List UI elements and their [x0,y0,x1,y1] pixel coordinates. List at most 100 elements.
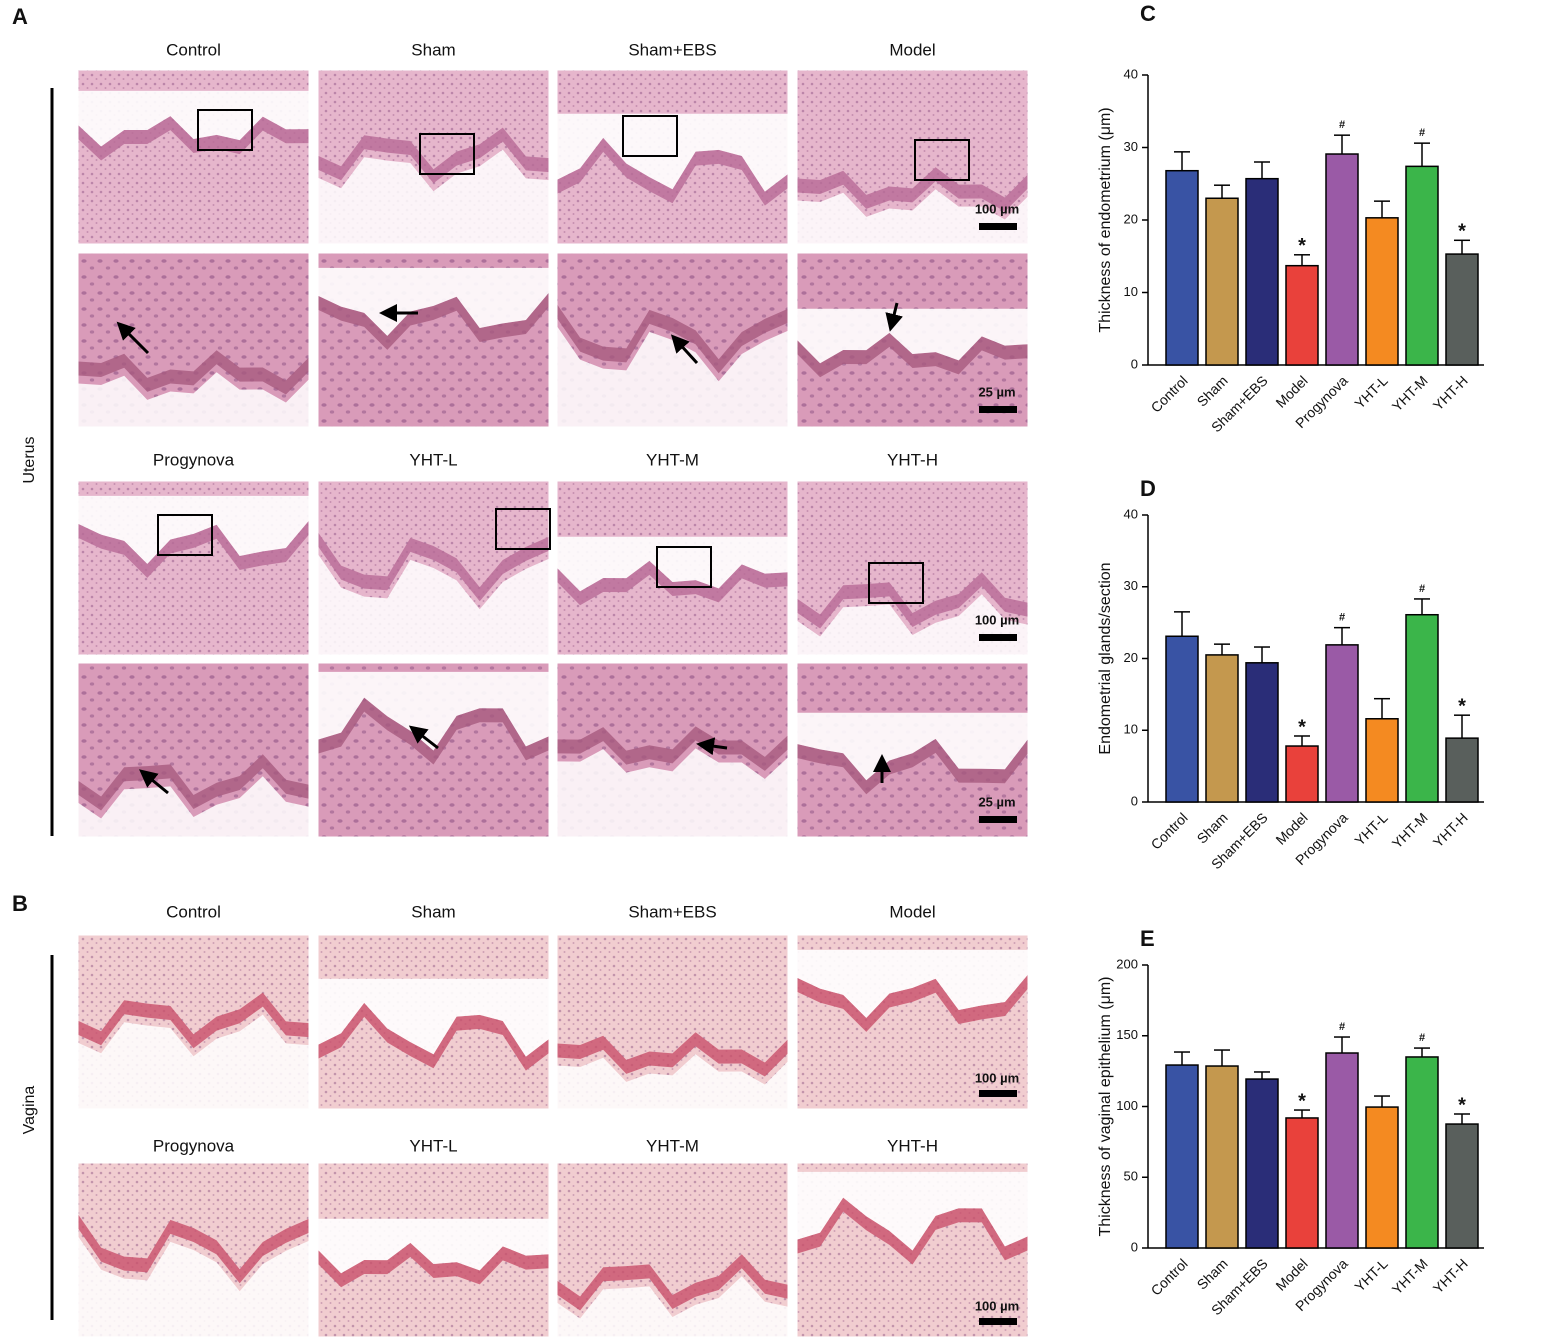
image-title: Progynova [153,1136,235,1155]
micrograph [317,1162,550,1338]
x-tick-label: YHT-L [1351,372,1391,412]
lumen [78,90,309,147]
zoom-box [656,546,712,588]
x-tick-label: Model [1272,809,1310,847]
bar [1405,165,1439,366]
x-tick-label: YHT-H [1430,372,1471,413]
scale-bar [979,223,1017,230]
error-bar [1174,611,1190,637]
micrograph-frame [796,69,1029,245]
lumen [318,978,549,1057]
bar [1365,217,1399,366]
micrograph-frame [77,69,310,245]
micrograph [796,252,1029,428]
scale-bar [979,1090,1017,1097]
bar [1365,1106,1399,1249]
y-axis-label: Thickness of vaginal epithelium (μm) [1097,977,1114,1237]
micrograph [77,1162,310,1341]
scale-bar-label: 100 µm [975,201,1019,216]
micrograph [556,252,789,449]
bar [1285,264,1319,366]
micrograph-frame [556,252,789,428]
image-title: Sham+EBS [628,902,716,921]
zoom-box [622,115,678,157]
bar [1405,1056,1439,1249]
micrograph [317,480,550,677]
micrograph-frame [556,1162,789,1338]
scale-bar [979,1318,1017,1325]
micrograph [317,662,550,838]
scale-bar-label: 100 µm [975,1298,1019,1313]
error-bar [1174,1051,1190,1066]
error-bar [1334,626,1350,645]
epithelium [318,1242,549,1288]
micrograph [556,662,789,859]
epithelium [318,697,549,765]
lumen [318,554,549,677]
micrograph [796,69,1029,266]
lumen [557,748,788,859]
bar [1325,153,1359,366]
epithelium [78,520,309,578]
image-title: Sham+EBS [628,40,716,59]
image-title: Model [889,40,935,59]
arrow [116,321,150,355]
y-tick-label: 40 [1124,506,1138,521]
y-tick-label: 0 [1131,356,1138,371]
micrograph-frame [77,1162,310,1338]
epithelium [797,572,1028,629]
scale-bar [979,406,1017,413]
error-bar [1414,142,1430,167]
bar [1165,635,1199,803]
panel-label: C [1140,1,1156,26]
tissue-label: Uterus [21,436,38,483]
error-bar [1294,1109,1310,1118]
epithelium [797,332,1028,378]
scale-bar-label: 25 µm [978,384,1015,399]
scale-bar-label: 100 µm [975,612,1019,627]
tissue-label: Vagina [21,1086,38,1135]
x-tick-label: YHT-L [1351,1255,1391,1295]
micrograph-frame [77,934,310,1110]
error-bar [1174,151,1190,171]
arrow [408,725,439,750]
x-tick-label: Model [1272,372,1310,410]
lumen [318,1218,549,1274]
bar [1445,737,1479,803]
error-bar [1334,134,1350,155]
epithelium [557,1032,788,1077]
bar [1245,662,1279,803]
error-bar [1454,239,1470,255]
micrograph [796,934,1029,1110]
epithelium [797,1197,1028,1265]
error-bar [1374,200,1390,218]
error-bar [1214,643,1230,655]
lumen [78,1236,309,1341]
x-tick-label: YHT-L [1351,809,1391,849]
error-bar [1414,1047,1430,1057]
significance-marker: # [1339,119,1345,131]
y-tick-label: 30 [1124,139,1138,154]
micrograph [317,252,550,428]
significance-marker: * [1298,235,1306,257]
x-tick-label: Sham [1194,1255,1231,1292]
micrograph [796,662,1029,838]
panel-label: A [12,4,28,29]
epithelium [78,754,309,811]
micrograph-frame [77,252,310,428]
y-tick-label: 40 [1124,66,1138,81]
error-bar [1254,646,1270,663]
y-tick-label: 0 [1131,793,1138,808]
y-axis-label: Thickness of endometrium (μm) [1097,107,1114,332]
error-bar [1374,697,1390,719]
epithelium [78,1214,309,1284]
epithelium [557,1254,788,1311]
bar [1365,718,1399,803]
image-title: YHT-M [646,1136,699,1155]
micrograph [556,480,789,656]
y-tick-label: 150 [1116,1027,1138,1042]
micrograph-frame [317,69,550,245]
micrograph [77,252,310,449]
lumen [797,949,1028,1018]
